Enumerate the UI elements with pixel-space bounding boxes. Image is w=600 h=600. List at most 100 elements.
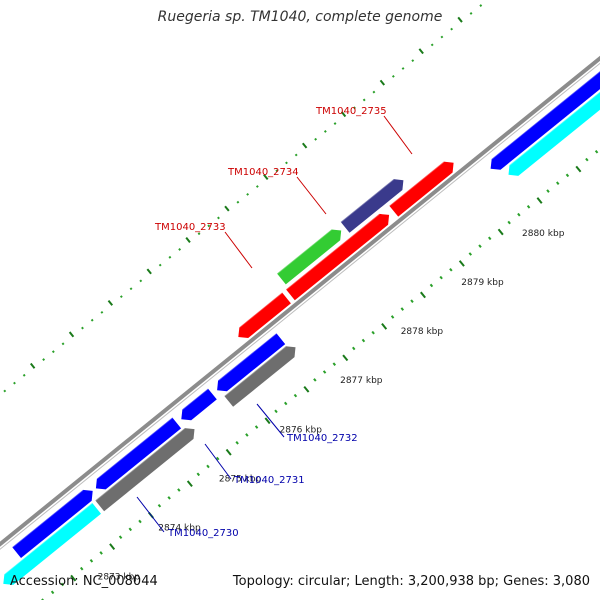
gene-tm1040-2732-arrow-highlight [217,332,277,381]
inner-tick-mark [400,307,405,311]
outer-tick-mark [275,169,279,173]
inner-tick-mark [80,566,84,571]
outer-tick-mark [294,153,298,157]
outer-tick-mark [450,27,454,31]
backbone-line-inner [0,62,600,550]
gene-label-leader-line [256,403,285,438]
outer-tick-mark [340,111,347,118]
scale-tick-label: 2880 kbp [522,229,565,239]
inner-tick-mark [60,582,65,587]
gene-blue-small-arrow-highlight [181,387,209,410]
outer-tick-mark [217,216,220,220]
outer-tick-mark [430,43,434,47]
gene-label-leader-line [383,115,413,155]
outer-tick-mark [379,79,386,86]
gene-blue-small-arrow [181,388,217,421]
outer-tick-mark [42,358,46,361]
gene-label-text: TM1040_2732 [286,433,358,444]
gene-gray-right-arrow [224,346,296,407]
inner-tick-mark [449,267,453,272]
inner-tick-mark [177,488,181,492]
inner-tick-mark [488,236,492,241]
inner-tick-mark [536,197,543,204]
gene-red-neighbor-arrow [286,213,390,301]
map-title: Ruegeria sp. TM1040, complete genome [157,9,443,25]
inner-tick-mark [245,433,249,437]
outer-tick-mark [479,4,483,7]
outer-tick-mark [207,224,211,228]
scale-tick-label: 2876 kbp [280,425,323,435]
gene-label-leader-line [204,443,232,480]
inner-tick-mark [128,527,133,532]
inner-tick-mark [526,205,531,209]
inner-tick-mark [429,283,434,288]
scale-tick-label: 2878 kbp [401,327,444,337]
outer-tick-mark [457,16,463,23]
gene-gray-right-arrow-highlight [223,345,287,397]
outer-tick-mark [323,130,327,133]
inner-tick-mark [478,244,482,248]
outer-tick-mark [100,310,104,314]
inner-tick-mark [497,228,504,236]
gene-label-leader-line [224,231,253,269]
outer-tick-mark [81,326,84,330]
gene-tm1040-2735-arrow-highlight [340,178,395,223]
outer-tick-mark [51,350,55,354]
outer-tick-mark [90,318,94,322]
outer-tick-mark [353,106,356,110]
gene-tm1040-2734-arrow [277,229,342,285]
outer-tick-mark [29,362,36,369]
inner-tick-mark [458,260,465,267]
outer-tick-mark [333,122,337,125]
inner-tick-mark [361,338,366,343]
inner-tick-mark [167,496,171,500]
inner-tick-mark [517,212,521,217]
outer-tick-mark [236,200,240,204]
outer-tick-mark [469,12,473,15]
scale-tick-label: 2875 kbp [219,474,262,484]
gene-red-neighbor-arrow-highlight [285,213,380,290]
inner-tick-mark [352,346,356,351]
inner-tick-mark [420,291,426,299]
gene-red-right-arrow [389,161,454,217]
inner-tick-mark [225,448,232,456]
inner-tick-mark [556,181,560,186]
gene-blue-right-arrow [490,71,600,170]
gene-label-text: TM1040_2730 [167,528,239,539]
inner-tick-mark [216,456,220,461]
outer-tick-mark [391,74,395,78]
gene-tm1040-2733-arrow [238,292,291,338]
inner-tick-mark [109,543,116,550]
inner-tick-mark [264,417,271,425]
outer-tick-mark [224,205,230,212]
outer-tick-mark [61,342,65,346]
gene-tm1040-2731-arrow [95,417,182,490]
outer-tick-mark [107,299,114,306]
backbone-line-outer [0,55,600,547]
outer-tick-mark [372,90,376,94]
gene-label-leader-line [136,496,165,533]
gene-tm1040-2732-arrow [217,333,286,392]
gene-tm1040-2730-arrow [12,489,93,558]
gene-label-text: TM1040_2735 [315,106,387,117]
inner-tick-mark [89,559,94,563]
inner-tick-mark [157,503,162,508]
inner-tick-mark [332,362,337,366]
inner-tick-mark [585,157,589,162]
inner-tick-mark [439,275,443,280]
inner-tick-mark [468,252,473,256]
outer-tick-mark [263,174,269,181]
outer-tick-mark [440,35,444,39]
inner-tick-mark [70,574,77,582]
inner-tick-mark [206,464,210,469]
gene-cyan-right-arrow [508,91,600,176]
inner-tick-mark [565,173,570,178]
inner-tick-mark [118,535,123,540]
inner-tick-mark [274,409,278,414]
inner-tick-mark [371,330,375,335]
outer-tick-mark [158,263,162,267]
gene-label-text: TM1040_2734 [227,167,299,178]
outer-tick-mark [255,185,259,188]
outer-tick-mark [301,142,308,149]
